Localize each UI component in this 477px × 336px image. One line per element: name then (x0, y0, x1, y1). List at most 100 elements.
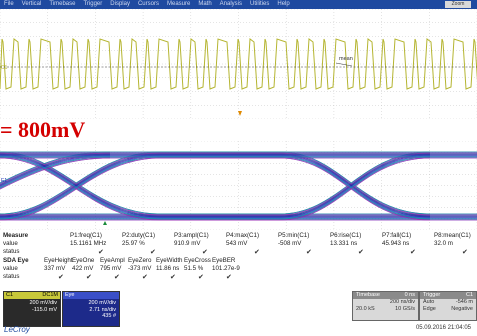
status-ok-icon: ✔ (462, 249, 468, 256)
menu-item-utilities[interactable]: Utilities (250, 1, 270, 7)
eye-param-header: EyeOne (72, 257, 95, 264)
eye-trace (0, 154, 431, 218)
channel-c1-name: C1 (6, 292, 14, 298)
channel-eye-count: 435 # (102, 313, 116, 319)
measure-value: 25.97 % (122, 240, 145, 247)
eye-param-value: 11.86 ns (156, 265, 180, 272)
eye-trace (0, 153, 111, 186)
timebase-div: 200 ns/div (389, 299, 415, 305)
measure-status-row: status ✔ ✔ ✔ ✔ ✔ ✔ ✔ ✔ (0, 248, 477, 256)
status-ok-icon: ✔ (58, 274, 64, 281)
eye-param-header: EyeWidth (156, 257, 183, 264)
eye-trace (0, 154, 431, 218)
status-ok-icon: ✔ (198, 274, 204, 281)
eye-trace (0, 151, 431, 215)
channel-c1-offset: -115.0 mV (32, 306, 57, 313)
channel-c1-tag: DC1M (42, 292, 58, 298)
measure-header: P2:duty(C1) (122, 232, 156, 239)
channel-c1-box[interactable]: C1 DC1M 200 mV/div -115.0 mV (3, 291, 61, 327)
trigger-channel: C1 (465, 292, 473, 298)
eye-trace (0, 152, 431, 216)
timebase-box[interactable]: Timebase 0 ns 200 ns/div 20.0 kS 10 GS/s (352, 291, 419, 321)
menu-item-timebase[interactable]: Timebase (49, 1, 76, 7)
trigger-slope: Negative (451, 305, 473, 312)
channel-eye-timediv: 2.71 ns/div (89, 306, 116, 313)
eye-header-row: SDA Eye EyeHeight EyeOne EyeAmpl EyeZero Eye… (0, 257, 477, 265)
measure-header: P4:max(C1) (226, 232, 260, 239)
timebase-value: 0 ns (404, 292, 415, 298)
eye-diagram-plot: E1 (0, 140, 477, 231)
eye-trace (0, 153, 431, 217)
eye-trace (0, 157, 431, 221)
measure-header: P8:mean(C1) (434, 232, 471, 239)
menu-item-vertical[interactable]: Vertical (21, 1, 42, 7)
measure-value: 15.1161 MHz (70, 240, 107, 247)
eye-value-label: value (3, 265, 18, 272)
zoom-button[interactable]: Zoom (445, 1, 471, 8)
channel-marker-c1: C1 (1, 65, 8, 71)
menu-item-analysis[interactable]: Analysis (219, 1, 243, 7)
eye-param-header: EyeBER (212, 257, 236, 264)
eye-trace (0, 151, 111, 184)
status-ok-icon: ✔ (226, 274, 232, 281)
status-ok-icon: ✔ (142, 274, 148, 281)
trigger-box[interactable]: Trigger C1 Auto -546 m Edge Negative (419, 291, 477, 321)
trigger-title: Trigger (423, 292, 441, 298)
measure-value: 910.9 mV (174, 240, 201, 247)
channel-eye-box[interactable]: Eye 200 mV/div 2.71 ns/div 435 # (62, 291, 120, 327)
status-ok-icon: ✔ (358, 249, 364, 256)
eye-trace (0, 156, 111, 189)
channel-eye-name: Eye (65, 292, 75, 298)
amplitude-annotation: = 800mV (0, 117, 86, 142)
measurement-table: Measure P1:freq(C1) P2:duty(C1) P3:ampl(C1… (0, 231, 477, 289)
eye-trace (0, 157, 111, 190)
eye-trace (0, 157, 431, 221)
status-ok-icon: ✔ (114, 274, 120, 281)
menu-bar: File Vertical Timebase Trigger Display Cursor… (0, 0, 477, 9)
eye-param-header: EyeZero (128, 257, 152, 264)
menu-item-measure[interactable]: Measure (166, 1, 191, 7)
menu-item-trigger[interactable]: Trigger (83, 1, 103, 7)
status-ok-icon: ✔ (150, 249, 156, 256)
timebase-samples: 20.0 kS (356, 305, 375, 312)
status-ok-icon: ✔ (306, 249, 312, 256)
menu-item-file[interactable]: File (4, 1, 14, 7)
measure-label: Measure (3, 232, 29, 239)
menu-item-math[interactable]: Math (198, 1, 212, 7)
measure-value: 32.0 m (434, 240, 453, 247)
eye-param-value: 422 mV (72, 265, 94, 272)
measure-header: P5:min(C1) (278, 232, 310, 239)
menu-item-display[interactable]: Display (110, 1, 130, 7)
waveform-grid[interactable]: mean C1 (0, 8, 477, 120)
eye-param-value: 101.27e-9 (212, 265, 240, 272)
status-ok-icon: ✔ (410, 249, 416, 256)
eye-param-header: EyeCross (184, 257, 211, 264)
measure-header: P1:freq(C1) (70, 232, 102, 239)
eye-value-row: value 337 mV 422 mV 795 mV -373 mV 11.86 ns 5… (0, 265, 477, 273)
measure-header: P6:rise(C1) (330, 232, 362, 239)
eye-param-value: 795 mV (100, 265, 122, 272)
eye-trace (0, 157, 431, 221)
measure-header-row: Measure P1:freq(C1) P2:duty(C1) P3:ampl(C1… (0, 232, 477, 240)
measure-value: 45.943 ns (382, 240, 410, 247)
eye-trace (0, 154, 431, 218)
status-ok-icon: ✔ (254, 249, 260, 256)
measure-value-row: value 15.1161 MHz 25.97 % 910.9 mV 543 mV -5… (0, 240, 477, 248)
eye-diagram-grid[interactable]: E1 (0, 140, 477, 231)
eye-trace (0, 155, 431, 219)
measure-value: 13.331 ns (330, 240, 358, 247)
eye-trace (0, 153, 431, 217)
status-ok-icon: ✔ (98, 249, 104, 256)
eye-param-value: 51.5 % (184, 265, 204, 272)
eye-trace (0, 155, 431, 219)
eye-param-value: 337 mV (44, 265, 66, 272)
eye-marker-icon (103, 221, 107, 225)
mean-label: mean (339, 56, 353, 62)
eye-param-value: -373 mV (128, 265, 152, 272)
eye-trace (0, 152, 111, 185)
sda-eye-label: SDA Eye (3, 257, 29, 264)
menu-item-cursors[interactable]: Cursors (137, 1, 159, 7)
eye-status-row: status ✔ ✔ ✔ ✔ ✔ ✔ ✔ (0, 273, 477, 281)
eye-param-header: EyeAmpl (100, 257, 125, 264)
menu-item-help[interactable]: Help (277, 1, 290, 7)
